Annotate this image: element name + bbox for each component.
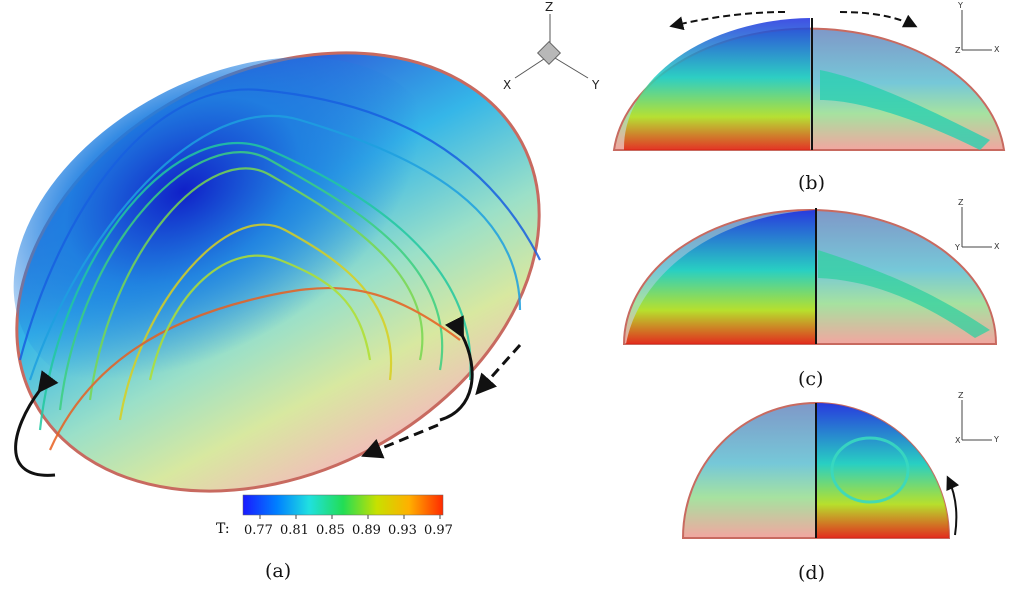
swirl-d-right	[816, 403, 949, 538]
colorbar-tick-label: 0.97	[424, 523, 453, 538]
colorbar-tick-label: 0.93	[388, 523, 417, 538]
axis-triad-d	[962, 400, 992, 440]
axis-label-c-horizontal: X	[994, 242, 999, 251]
axis-label-b-vertical: Y	[958, 1, 963, 10]
caption-a: (a)	[265, 560, 291, 582]
axis-label-d-vertical: Z	[958, 391, 963, 400]
swirl-b-left	[624, 18, 810, 150]
axis-label-b-out: Z	[955, 46, 960, 55]
axis-label-x: X	[503, 78, 511, 92]
caption-c: (c)	[798, 368, 823, 390]
axis-triad-c	[962, 207, 992, 247]
colorbar-tick-label: 0.81	[280, 523, 309, 538]
panel-a	[0, 0, 616, 578]
colorbar-title: T:	[216, 521, 230, 537]
axis-triad-b	[962, 10, 992, 50]
axis-label-z: Z	[545, 0, 553, 14]
caption-b: (b)	[798, 172, 825, 194]
axis-label-y: Y	[592, 78, 599, 92]
colorbar-ticks	[260, 515, 440, 519]
axis-label-c-out: Y	[955, 243, 960, 252]
colorbar-tick-label: 0.89	[352, 523, 381, 538]
axis-triad-main	[515, 14, 588, 78]
panel-b	[614, 10, 1004, 150]
colorbar-tick-label: 0.85	[316, 523, 345, 538]
axis-label-c-vertical: Z	[958, 198, 963, 207]
rotation-arrow-b-right	[840, 12, 915, 26]
colorbar-tick-label: 0.77	[244, 523, 273, 538]
panel-c	[624, 207, 996, 344]
axis-label-b-horizontal: X	[994, 45, 999, 54]
axis-label-d-out: X	[955, 436, 960, 445]
colorbar	[243, 495, 443, 515]
axis-label-d-horizontal: Y	[994, 435, 999, 444]
caption-d: (d)	[798, 562, 825, 584]
panel-d	[683, 400, 992, 538]
